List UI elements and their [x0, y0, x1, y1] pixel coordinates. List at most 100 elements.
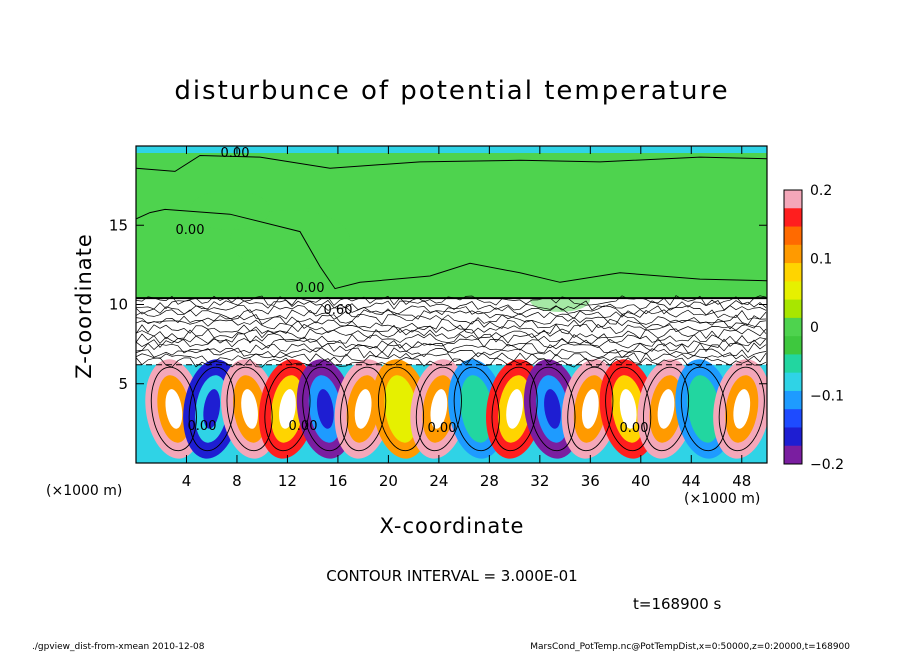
colorbar-tick-label: −0.2	[810, 457, 844, 473]
convective-cell-core	[581, 389, 599, 429]
convective-cell-core	[506, 389, 523, 429]
chart-title: disturbunce of potential temperature	[174, 76, 730, 106]
x-unit-label-left: (×1000 m)	[46, 483, 123, 499]
x-tick-label: 40	[631, 472, 650, 490]
contour-line	[718, 366, 765, 452]
x-tick-label: 44	[682, 472, 701, 490]
convective-cell-core	[165, 389, 183, 429]
convective-cell-core	[544, 389, 561, 429]
upper-patch	[190, 190, 270, 230]
colorbar-segment	[784, 445, 802, 465]
contour-line	[680, 366, 727, 452]
contour-line	[529, 366, 576, 452]
contour-line	[136, 304, 767, 316]
x-tick-label: 24	[429, 472, 448, 490]
colorbar-segment	[784, 244, 802, 264]
x-tick-label: 8	[232, 472, 242, 490]
top-band	[136, 146, 767, 153]
x-tick-label: 20	[379, 472, 398, 490]
footer-left: ./gpview_dist-from-xmean 2010-12-08	[32, 642, 205, 652]
x-tick-label: 28	[480, 472, 499, 490]
convective-cell-core	[733, 389, 751, 429]
contour-line	[150, 366, 197, 452]
contour-line	[491, 366, 538, 452]
y-tick-label: 10	[109, 296, 128, 314]
contour-line	[136, 347, 767, 359]
contour-line	[264, 366, 311, 452]
contour-line	[188, 366, 235, 452]
colorbar-segment	[784, 427, 802, 447]
contour-interval-label: CONTOUR INTERVAL = 3.000E-01	[326, 567, 578, 585]
y-tick-label: 15	[109, 216, 128, 234]
colorbar-tick-label: 0	[810, 320, 819, 336]
x-tick-label: 36	[581, 472, 600, 490]
plot-area: 0.00 0.00 0.00 0.60 0.00 0.00 0.00 0.00	[136, 146, 767, 463]
colorbar-tick-label: −0.1	[810, 389, 844, 405]
convective-cell-inner	[384, 375, 418, 443]
convective-cell-core	[657, 389, 675, 429]
colorbar-tick-label: 0.2	[810, 183, 832, 199]
colorbar-segment	[784, 226, 802, 246]
contour-line	[415, 366, 462, 452]
colorbar-segment	[784, 190, 802, 209]
upper-patch	[530, 288, 590, 312]
colorbar-segment	[784, 372, 802, 392]
x-tick-label: 32	[530, 472, 549, 490]
contour-line	[136, 314, 767, 326]
contour-label: 0.00	[428, 421, 457, 436]
contour-line	[453, 366, 500, 452]
contour-line	[136, 323, 767, 335]
contour-line	[136, 328, 767, 340]
x-tick-label: 48	[732, 472, 751, 490]
colorbar-segment	[784, 390, 802, 410]
contour-line	[136, 318, 767, 330]
footer-right: MarsCond_PotTemp.nc@PotTempDist,x=0:5000…	[530, 642, 850, 652]
contour-line	[605, 366, 652, 452]
convective-cell-core	[203, 389, 221, 429]
contour-line	[136, 299, 767, 311]
contour-label: 0.00	[296, 281, 325, 296]
convective-cell-core	[279, 389, 296, 429]
colorbar-segment	[784, 317, 802, 337]
x-unit-label-right: (×1000 m)	[684, 491, 761, 507]
contour-line	[302, 366, 349, 452]
colorbar-frame	[783, 189, 803, 465]
contour-line	[136, 352, 767, 364]
contour-line	[226, 366, 273, 452]
contour-line	[136, 337, 767, 349]
contour-label: 0.00	[188, 419, 217, 434]
contour-line	[136, 154, 767, 172]
region-middle	[136, 298, 767, 365]
colorbar-segment	[784, 208, 802, 228]
convective-cell-core	[430, 389, 448, 429]
contour-label: 0.60	[324, 303, 353, 318]
time-label: t=168900 s	[633, 595, 722, 613]
x-tick-label: 4	[182, 472, 192, 490]
colorbar-segment	[784, 263, 802, 282]
contour-line	[136, 309, 767, 321]
x-axis-label: X-coordinate	[379, 514, 525, 538]
convective-cell-inner	[687, 375, 721, 443]
x-tick-label: 16	[328, 472, 347, 490]
colorbar-segment	[784, 336, 802, 355]
contour-line	[340, 366, 387, 452]
convective-cell-inner	[460, 375, 494, 443]
x-tick-label: 12	[278, 472, 297, 490]
contour-line	[136, 342, 767, 354]
convective-cell-core	[619, 389, 637, 429]
contour-line	[567, 366, 614, 452]
contour-label: 0.00	[176, 223, 205, 238]
colorbar-segment	[784, 281, 802, 301]
colorbar-segment	[784, 409, 802, 428]
contour-label: 0.00	[289, 419, 318, 434]
convective-cell-core	[241, 389, 258, 429]
colorbar-segment	[784, 299, 802, 319]
contour-label: 0.00	[221, 146, 250, 161]
colorbar-tick-label: 0.1	[810, 252, 832, 268]
contour-line	[378, 366, 425, 452]
contour-line	[136, 208, 767, 290]
convective-cell-core	[354, 389, 372, 429]
colorbar-segment	[784, 354, 802, 374]
convective-cell-core	[316, 389, 334, 429]
